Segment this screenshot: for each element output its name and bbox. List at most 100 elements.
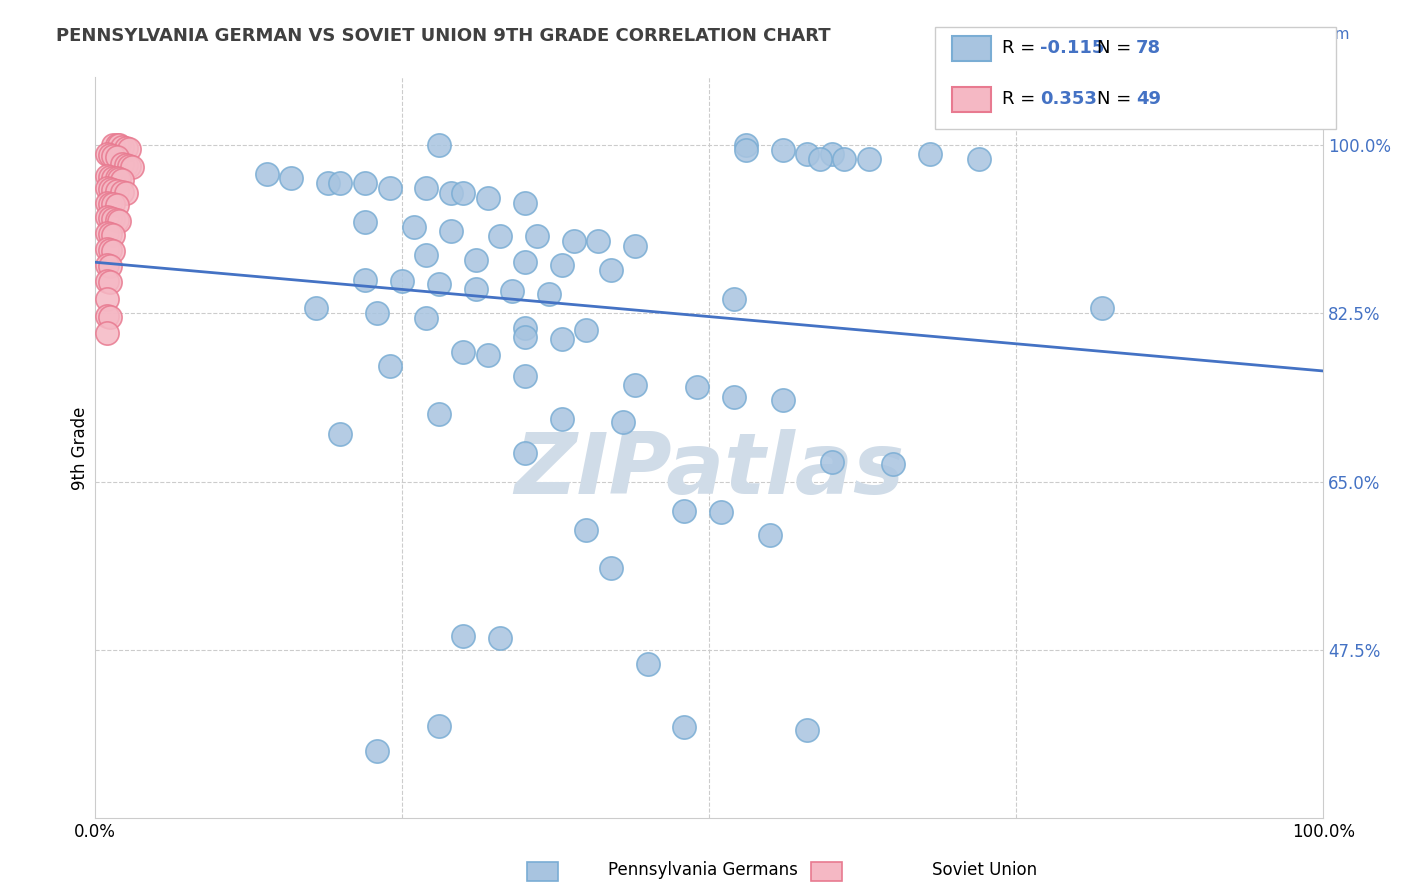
- Point: [427, 137, 450, 152]
- Point: [550, 258, 572, 272]
- Point: [526, 229, 548, 244]
- Point: [96, 210, 118, 224]
- Point: [111, 139, 134, 153]
- Point: [759, 527, 782, 541]
- Point: [96, 147, 118, 161]
- Point: [118, 142, 141, 156]
- Point: [808, 153, 831, 167]
- Point: [599, 263, 621, 277]
- Point: [118, 159, 141, 173]
- Point: [404, 219, 426, 234]
- Point: [105, 137, 128, 152]
- Point: [103, 228, 125, 243]
- Point: [98, 259, 121, 273]
- Point: [98, 169, 121, 184]
- Point: [111, 173, 134, 187]
- Point: [575, 523, 598, 537]
- Point: [477, 191, 499, 205]
- Point: [772, 392, 794, 407]
- Text: Pennsylvania Germans: Pennsylvania Germans: [607, 861, 799, 879]
- Point: [98, 211, 121, 225]
- Point: [686, 380, 709, 394]
- Point: [121, 160, 143, 174]
- Point: [96, 242, 118, 256]
- Point: [427, 407, 450, 421]
- Point: [599, 561, 621, 575]
- Point: [105, 184, 128, 198]
- Text: PENNSYLVANIA GERMAN VS SOVIET UNION 9TH GRADE CORRELATION CHART: PENNSYLVANIA GERMAN VS SOVIET UNION 9TH …: [56, 27, 831, 45]
- Point: [832, 153, 855, 167]
- Point: [354, 272, 377, 286]
- Point: [114, 158, 136, 172]
- Point: [96, 326, 118, 341]
- Point: [624, 378, 647, 392]
- Point: [453, 629, 475, 643]
- Point: [105, 198, 128, 212]
- Point: [637, 657, 659, 672]
- Point: [588, 234, 610, 248]
- Point: [796, 147, 818, 161]
- Text: N =: N =: [1097, 90, 1136, 108]
- Point: [103, 197, 125, 211]
- Point: [280, 171, 302, 186]
- Point: [96, 195, 118, 210]
- Point: [440, 224, 463, 238]
- Point: [103, 244, 125, 258]
- Point: [513, 255, 536, 269]
- Point: [821, 455, 844, 469]
- Point: [440, 186, 463, 200]
- Point: [501, 284, 523, 298]
- Point: [98, 196, 121, 211]
- Point: [513, 320, 536, 334]
- Point: [98, 243, 121, 257]
- Point: [98, 276, 121, 290]
- Point: [96, 292, 118, 306]
- Point: [354, 176, 377, 190]
- Text: N =: N =: [1097, 39, 1136, 57]
- Text: R =: R =: [1002, 90, 1042, 108]
- Text: R =: R =: [1002, 39, 1042, 57]
- Point: [550, 412, 572, 426]
- Text: Soviet Union: Soviet Union: [932, 861, 1036, 879]
- Text: -0.115: -0.115: [1040, 39, 1105, 57]
- Point: [415, 311, 437, 326]
- Point: [723, 292, 745, 306]
- Point: [378, 181, 401, 195]
- Point: [108, 137, 131, 152]
- Text: 49: 49: [1136, 90, 1161, 108]
- Point: [562, 234, 585, 248]
- Point: [858, 153, 880, 167]
- Point: [453, 186, 475, 200]
- Point: [105, 150, 128, 164]
- Point: [96, 169, 118, 183]
- Point: [612, 415, 634, 429]
- Point: [114, 141, 136, 155]
- Point: [378, 359, 401, 373]
- Point: [391, 275, 413, 289]
- Point: [103, 183, 125, 197]
- Point: [329, 426, 352, 441]
- Point: [513, 195, 536, 210]
- Point: [821, 147, 844, 161]
- Point: [967, 153, 990, 167]
- Point: [103, 137, 125, 152]
- Point: [710, 505, 733, 519]
- Point: [920, 147, 942, 161]
- Point: [111, 185, 134, 199]
- Point: [98, 182, 121, 196]
- Point: [624, 239, 647, 253]
- Point: [882, 458, 904, 472]
- Point: [96, 181, 118, 195]
- Point: [105, 212, 128, 227]
- Point: [734, 137, 756, 152]
- Point: [477, 348, 499, 362]
- Point: [734, 143, 756, 157]
- Point: [723, 390, 745, 404]
- Point: [464, 253, 486, 268]
- Text: 78: 78: [1136, 39, 1161, 57]
- Point: [1091, 301, 1114, 316]
- Point: [366, 744, 388, 758]
- Text: ZIPatlas: ZIPatlas: [513, 429, 904, 512]
- Point: [354, 215, 377, 229]
- Point: [772, 143, 794, 157]
